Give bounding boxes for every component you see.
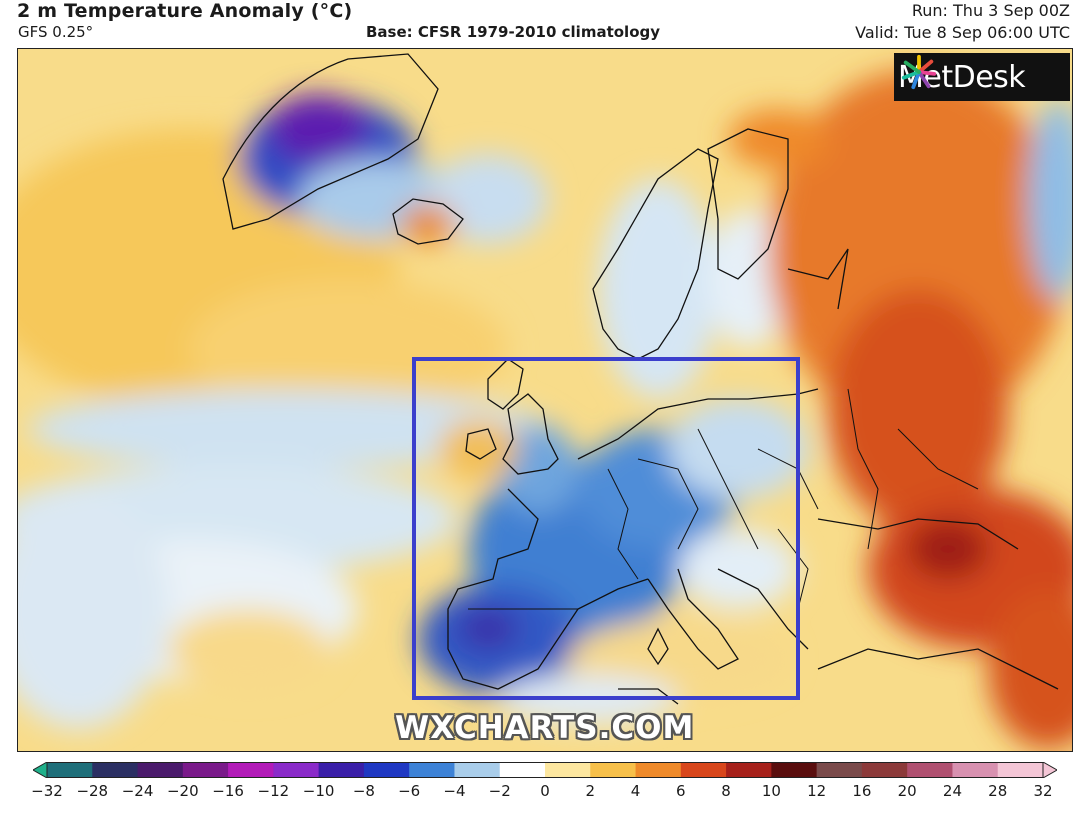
colorbar-segment [635, 762, 682, 778]
colorbar-segment [771, 762, 818, 778]
colorbar-segment [590, 762, 637, 778]
colorbar [33, 762, 1057, 778]
colorbar-tick-label: −12 [257, 782, 290, 800]
colorbar-segment [182, 762, 229, 778]
colorbar-tick-label: −6 [398, 782, 421, 800]
wxcharts-watermark: WXCHARTS.COM [395, 710, 695, 746]
temperature-anomaly-map[interactable]: MetDesk WXCHARTS.COM [17, 48, 1073, 752]
colorbar-tick-label: 6 [676, 782, 686, 800]
metdesk-logo: MetDesk [894, 53, 1070, 101]
colorbar-tick-label: 8 [721, 782, 731, 800]
colorbar-segment [952, 762, 999, 778]
colorbar-min-arrow [33, 762, 48, 778]
metdesk-star-icon [901, 54, 937, 90]
colorbar-segment [680, 762, 727, 778]
colorbar-tick-label: −28 [76, 782, 109, 800]
colorbar-tick-label: −20 [166, 782, 199, 800]
chart-title: 2 m Temperature Anomaly (°C) [17, 0, 353, 22]
colorbar-tick-label: −16 [212, 782, 244, 800]
valid-time-label: Valid: Tue 8 Sep 06:00 UTC [855, 23, 1070, 42]
colorbar-tick-label: 16 [852, 782, 872, 800]
colorbar-tick-label: −2 [488, 782, 511, 800]
colorbar-segment [409, 762, 455, 778]
run-time-label: Run: Thu 3 Sep 00Z [911, 1, 1070, 20]
colorbar-tick-label: 24 [942, 782, 962, 800]
colorbar-tick-label: −4 [443, 782, 466, 800]
colorbar-tick-label: −10 [302, 782, 335, 800]
colorbar-segment [997, 762, 1044, 778]
coastlines [222, 53, 1059, 705]
colorbar-segment [545, 762, 591, 778]
colorbar-segment [454, 762, 501, 778]
colorbar-tick-label: 20 [897, 782, 917, 800]
colorbar-segment [363, 762, 410, 778]
colorbar-tick-label: −32 [31, 782, 63, 800]
colorbar-tick-label: 10 [761, 782, 781, 800]
colorbar-segment [318, 762, 365, 778]
colorbar-segment [816, 762, 863, 778]
colorbar-segment [228, 762, 274, 778]
colorbar-outline [46, 762, 1044, 778]
colorbar-max-arrow [1042, 762, 1057, 778]
colorbar-segment [47, 762, 93, 778]
colorbar-tick-label: 2 [585, 782, 596, 800]
borders [468, 388, 979, 610]
colorbar-segment [861, 762, 908, 778]
colorbar-segment [92, 762, 139, 778]
colorbar-segment [726, 762, 772, 778]
colorbar-tick-label: −8 [352, 782, 375, 800]
colorbar-tick-label: 4 [630, 782, 641, 800]
map-canvas [18, 49, 1072, 751]
model-label: GFS 0.25° [18, 23, 94, 41]
colorbar-segment [137, 762, 184, 778]
colorbar-tick-label: 0 [540, 782, 550, 800]
base-climatology-label: Base: CFSR 1979-2010 climatology [366, 23, 661, 41]
colorbar-tick-label: 28 [988, 782, 1008, 800]
anomaly-field [18, 69, 1072, 749]
colorbar-tick-label: 12 [807, 782, 827, 800]
colorbar-segment [273, 762, 320, 778]
colorbar-tick-label: −24 [121, 782, 154, 800]
colorbar-tick-label: 32 [1033, 782, 1053, 800]
colorbar-segment [499, 762, 546, 778]
colorbar-segment [907, 762, 953, 778]
highlight-box [412, 357, 800, 700]
